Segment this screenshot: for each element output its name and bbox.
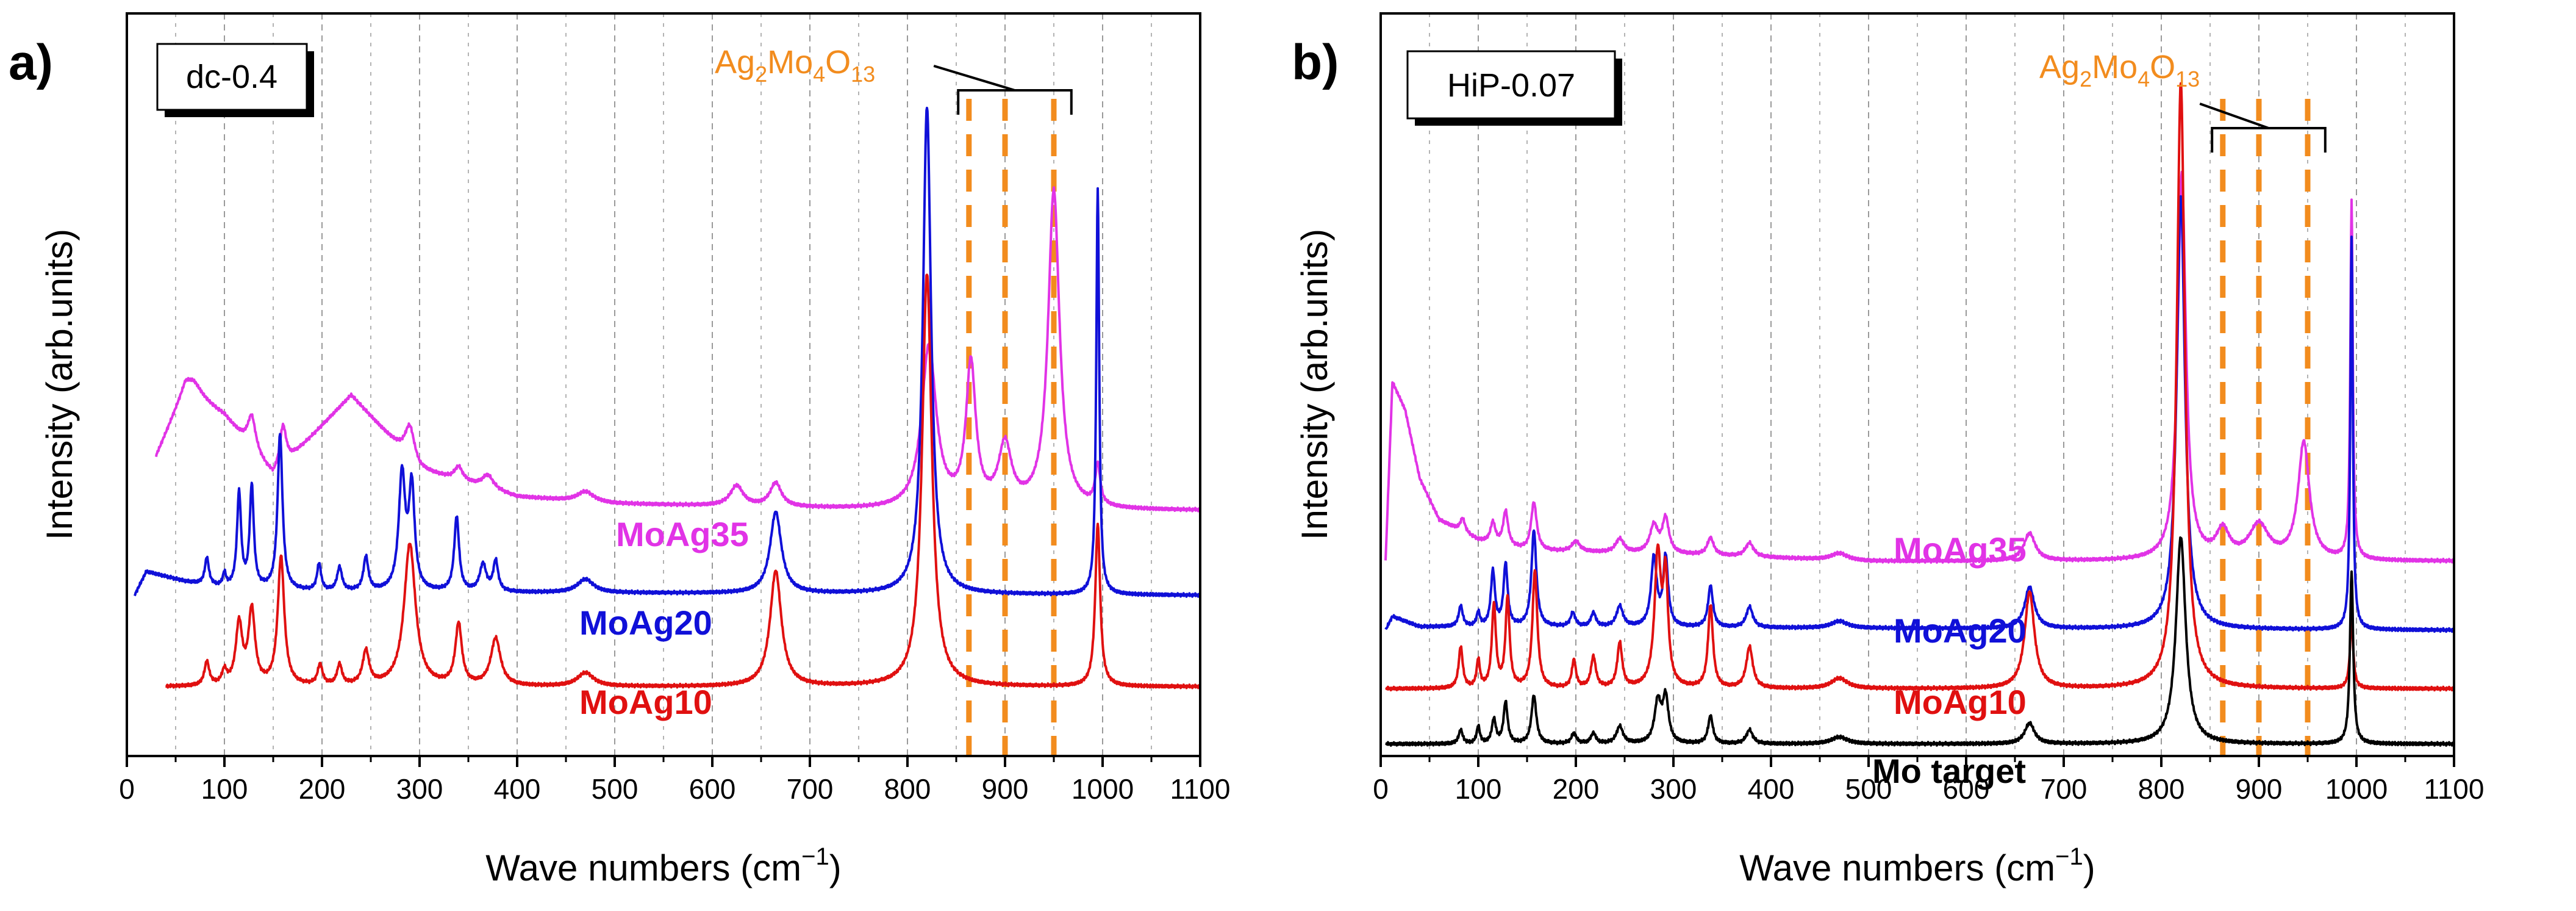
panel-a-phase-label: Ag2Mo4O13 <box>715 44 875 87</box>
phase-bracket-leader <box>2199 103 2269 129</box>
x-tick-label: 800 <box>2138 773 2185 805</box>
panel-a-sample-label: dc-0.4 <box>186 59 277 95</box>
panel-b-phase-lines <box>2220 99 2311 756</box>
x-tick-label: 900 <box>2236 773 2283 805</box>
x-tick-label: 400 <box>1748 773 1795 805</box>
panel-a-phase-lines <box>966 99 1057 756</box>
panel-a-label: a) <box>9 35 53 90</box>
series-line-moag10 <box>1384 82 2455 692</box>
panel-a-y-axis-label: Intensity (arb.units) <box>39 229 80 540</box>
x-tick-label: 1000 <box>1072 773 1134 805</box>
x-tick-label: 300 <box>1650 773 1697 805</box>
series-label-moag10: MoAg10 <box>579 683 712 721</box>
x-tick-label: 1000 <box>2325 773 2388 805</box>
series-label-moag20: MoAg20 <box>1894 611 2027 650</box>
x-tick-label: 500 <box>1845 773 1892 805</box>
panel-b-x-ticks: 0 100 200 300 400 500 600 700 800 900 1000 1100 <box>1373 756 2484 805</box>
series-line-mo-target <box>1384 536 2455 747</box>
x-tick-label: 0 <box>1373 773 1389 805</box>
x-tick-label: 400 <box>494 773 541 805</box>
x-tick-label: 1100 <box>1170 773 1231 805</box>
x-tick-label: 100 <box>201 773 248 805</box>
panel-a-x-ticks: 0 100 200 300 400 500 600 700 800 900 1000 1100 <box>119 756 1230 805</box>
series-label-moag10: MoAg10 <box>1894 683 2027 721</box>
panel-b-phase-label: Ag2Mo4O13 <box>2039 49 2200 92</box>
x-tick-label: 1100 <box>2424 773 2485 805</box>
x-tick-label: 900 <box>982 773 1029 805</box>
x-tick-label: 200 <box>299 773 346 805</box>
x-tick-label: 100 <box>1455 773 1502 805</box>
series-line-moag35 <box>1384 170 2455 564</box>
panel-b-y-axis-label: Intensity (arb.units) <box>1294 229 1335 540</box>
panel-a-phase-annotation: Ag2Mo4O13 <box>715 44 1073 115</box>
x-tick-label: 200 <box>1553 773 1600 805</box>
panel-b-sample-box <box>1406 50 1616 120</box>
series-line-moag20 <box>1384 195 2455 633</box>
series-label-moag20: MoAg20 <box>579 603 712 642</box>
x-tick-label: 600 <box>689 773 736 805</box>
panel-a: a) 0 100 200 300 400 500 600 700 800 900 1000 1100 … <box>9 12 1230 888</box>
x-tick-label: 700 <box>2041 773 2088 805</box>
series-label-mo-target: Mo target <box>1872 752 2026 790</box>
series-line-moag10 <box>165 273 1201 690</box>
panel-b-series <box>1384 82 2455 747</box>
series-label-moag35: MoAg35 <box>1894 530 2027 569</box>
x-tick-label: 600 <box>1943 773 1990 805</box>
panel-b-series-labels: MoAg35 MoAg20 MoAg10 Mo target <box>1872 530 2027 790</box>
phase-bracket-leader <box>933 65 1015 92</box>
series-label-moag35: MoAg35 <box>616 515 749 553</box>
x-tick-label: 500 <box>592 773 639 805</box>
panel-b-x-axis-label: Wave numbers (cm−1) <box>1739 843 2095 888</box>
panel-a-series <box>133 106 1201 690</box>
panel-b-sample-label: HiP-0.07 <box>1447 67 1575 104</box>
panel-a-sample-box <box>156 43 308 111</box>
series-line-moag35 <box>155 186 1201 513</box>
panel-a-series-labels: MoAg35 MoAg20 MoAg10 <box>579 515 749 721</box>
panel-b: b) 0 100 200 300 400 500 600 700 800 900 1000 1100 … <box>1292 12 2484 888</box>
panel-b-label: b) <box>1292 35 1339 90</box>
panel-a-x-axis-label: Wave numbers (cm−1) <box>485 843 841 888</box>
x-tick-label: 800 <box>884 773 931 805</box>
x-tick-label: 0 <box>119 773 135 805</box>
series-line-moag20 <box>133 106 1201 598</box>
panel-b-phase-annotation: Ag2Mo4O13 <box>2039 49 2327 153</box>
x-tick-label: 300 <box>396 773 443 805</box>
x-tick-label: 700 <box>787 773 834 805</box>
